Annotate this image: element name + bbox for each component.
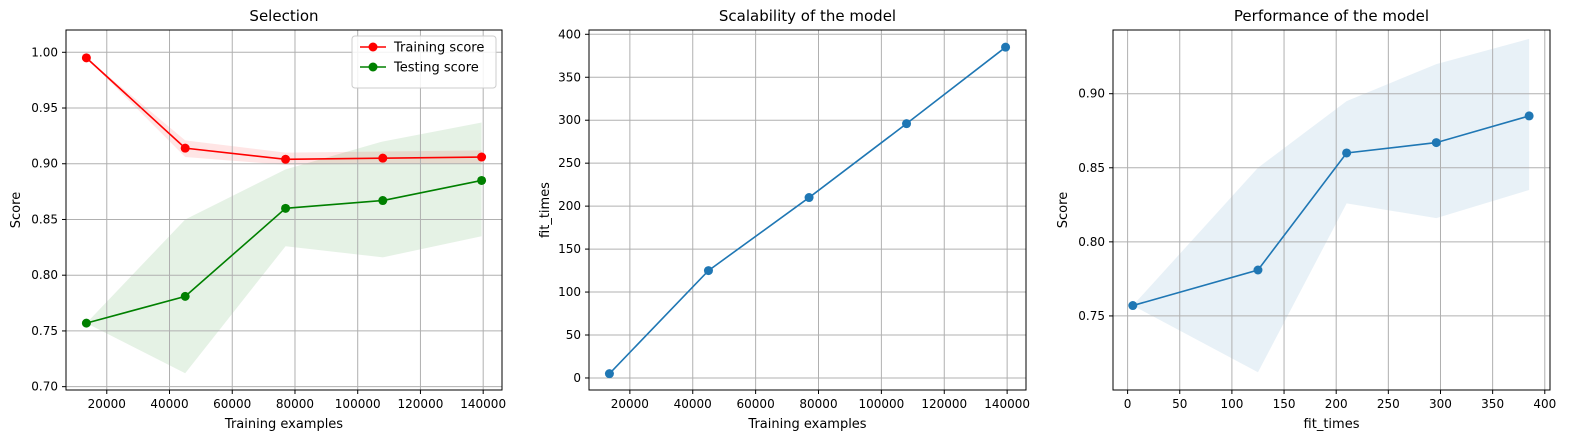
x-tick-label: 150: [1273, 397, 1296, 411]
data-point: [1431, 138, 1441, 148]
x-tick-label: 140000: [460, 397, 506, 411]
chart-title: Performance of the model: [1234, 7, 1429, 25]
data-point: [804, 193, 814, 203]
data-point: [1001, 42, 1011, 52]
x-tick-label: 100000: [858, 397, 904, 411]
y-axis-label: fit_times: [538, 182, 553, 238]
y-tick-label: 0.70: [31, 380, 58, 394]
confidence-band-1: [1132, 38, 1530, 373]
x-tick-label: 60000: [737, 397, 775, 411]
data-point: [477, 175, 487, 185]
legend-marker: [368, 42, 378, 52]
y-tick-label: 0.90: [31, 157, 58, 171]
axes-frame: [1112, 29, 1551, 391]
axes-frame: [588, 29, 1027, 391]
y-tick-label: 0: [573, 371, 581, 385]
x-tick-label: 60000: [213, 397, 251, 411]
chart-panel-3: 0 50 100 150 200 250 300 350 400 0.75 0.80 0.85 0.90…: [1056, 7, 1556, 432]
y-tick-label: 0.90: [1078, 87, 1105, 101]
data-point: [703, 266, 713, 276]
confidence-band-1: [86, 57, 482, 165]
data-point: [180, 143, 190, 153]
axes-frame: [65, 29, 503, 391]
x-tick-label: 120000: [398, 397, 444, 411]
chart-panel-2: 20000 40000 60000 80000 100000 120000 140000 0 5…: [538, 7, 1030, 432]
x-tick-label: 100000: [335, 397, 381, 411]
legend: Training score Testing score: [351, 35, 497, 89]
y-tick-label: 0.80: [1078, 235, 1105, 249]
data-point: [180, 291, 190, 301]
x-tick-label: 250: [1377, 397, 1400, 411]
y-tick-label: 250: [558, 156, 581, 170]
y-tick-label: 1.00: [31, 45, 58, 59]
x-tick-label: 200: [1325, 397, 1348, 411]
data-point: [281, 203, 291, 213]
y-tick-label: 0.75: [31, 324, 58, 338]
data-point: [1128, 301, 1138, 311]
y-tick-label: 400: [558, 27, 581, 41]
data-point: [1253, 265, 1263, 275]
legend-label: Testing score: [393, 61, 479, 76]
y-tick-label: 50: [566, 328, 581, 342]
legend-marker: [368, 62, 378, 72]
x-axis-label: Training examples: [224, 417, 343, 432]
x-tick-label: 400: [1533, 397, 1556, 411]
chart-title: Selection: [249, 7, 318, 25]
y-tick-label: 0.95: [31, 101, 58, 115]
x-tick-label: 50: [1172, 397, 1187, 411]
y-tick-label: 300: [558, 113, 581, 127]
x-tick-label: 20000: [88, 397, 126, 411]
x-axis-label: fit_times: [1304, 417, 1360, 432]
data-point: [281, 154, 291, 164]
confidence-band-2: [86, 122, 482, 374]
x-tick-label: 350: [1481, 397, 1504, 411]
x-tick-label: 40000: [150, 397, 188, 411]
y-tick-label: 0.80: [31, 268, 58, 282]
data-point: [378, 153, 388, 163]
y-tick-label: 0.75: [1078, 309, 1105, 323]
legend-label: Training score: [393, 41, 484, 56]
x-tick-label: 300: [1429, 397, 1452, 411]
chart-title: Scalability of the model: [719, 7, 896, 25]
data-point: [378, 196, 388, 206]
y-tick-label: 200: [558, 199, 581, 213]
x-tick-label: 80000: [276, 397, 314, 411]
y-tick-label: 350: [558, 70, 581, 84]
x-tick-label: 0: [1124, 397, 1132, 411]
y-axis-label: Score: [1056, 192, 1071, 228]
x-axis-label: Training examples: [747, 417, 866, 432]
chart-panel-1: 20000 40000 60000 80000 100000 120000 140000 0.…: [9, 7, 506, 432]
data-point: [81, 318, 91, 328]
y-tick-label: 100: [558, 285, 581, 299]
x-tick-label: 80000: [799, 397, 837, 411]
y-axis-label: Score: [9, 192, 24, 228]
series-line-1: [608, 46, 1007, 375]
x-tick-label: 140000: [984, 397, 1030, 411]
x-tick-label: 40000: [674, 397, 712, 411]
data-point: [1342, 148, 1352, 158]
data-point: [81, 53, 91, 63]
y-tick-label: 150: [558, 242, 581, 256]
x-tick-label: 120000: [921, 397, 967, 411]
y-tick-label: 0.85: [31, 212, 58, 226]
data-point: [477, 152, 487, 162]
data-point: [604, 369, 614, 379]
y-tick-label: 0.85: [1078, 161, 1105, 175]
data-point: [1524, 111, 1534, 121]
legend-box: [351, 35, 497, 89]
data-point: [902, 119, 912, 129]
x-tick-label: 20000: [611, 397, 649, 411]
x-tick-label: 100: [1220, 397, 1243, 411]
